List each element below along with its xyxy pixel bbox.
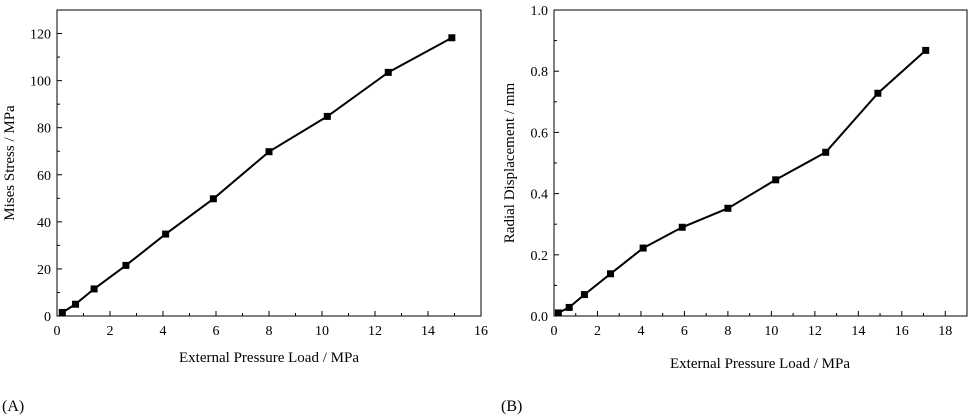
x-tick-label: 6 [213,324,220,339]
data-point [554,309,562,317]
x-tick-label: 14 [851,324,865,339]
y-tick-label: 0.0 [531,310,549,325]
x-axis-title: External Pressure Load / MPa [670,356,850,372]
panel-label: (B) [501,398,522,415]
data-point [772,176,780,184]
y-tick-label: 1.0 [531,4,549,19]
y-tick-label: 0 [44,310,51,325]
y-axis-title: Mises Stress / MPa [2,105,18,221]
data-point [122,261,130,269]
y-tick-label: 0.4 [531,188,549,203]
data-point [90,285,98,293]
data-point [448,34,456,42]
panel-b: 0 2 4 6 8 10 12 14 16 18 0.0 0.2 0.4 0.6 0.8 1.0 Extern… [501,4,968,415]
x-tick-label: 8 [724,324,731,339]
x-tick-label: 18 [938,324,952,339]
panel-a: 0 2 4 6 8 10 12 14 16 0 20 40 60 80 100 120 External Pr… [2,9,488,415]
x-tick-label: 12 [368,324,382,339]
data-point [607,270,615,278]
x-tick-label: 8 [266,324,273,339]
x-axis-title: External Pressure Load / MPa [179,350,359,366]
data-point [323,112,331,120]
data-point [639,244,647,252]
data-marks [554,46,930,317]
x-tick-label: 10 [315,324,329,339]
x-tick-label: 12 [808,324,822,339]
y-tick-label: 0.2 [531,249,549,264]
y-tick-label: 80 [37,122,51,137]
y-axis-title: Radial Displacement / mm [502,82,518,243]
y-tick-label: 60 [37,169,51,184]
data-point [209,195,217,203]
data-point [678,223,686,231]
data-point [580,291,588,299]
data-point [874,89,882,97]
y-tick-label: 0.8 [531,65,549,80]
x-tick-label: 4 [637,324,644,339]
x-tick-label: 10 [764,324,778,339]
panel-label: (A) [2,398,24,415]
axis-ticks: 0 2 4 6 8 10 12 14 16 18 0.0 0.2 0.4 0.6 0.8 1.0 [531,4,953,339]
y-tick-label: 0.6 [531,126,549,141]
data-point [72,300,80,308]
x-tick-label: 0 [54,324,61,339]
x-tick-label: 0 [551,324,558,339]
x-tick-label: 6 [681,324,688,339]
data-point [58,308,66,316]
x-tick-label: 2 [594,324,601,339]
data-point [922,46,930,54]
data-point [724,204,732,212]
y-tick-label: 120 [30,28,51,43]
data-point [265,148,273,156]
y-tick-label: 100 [30,75,51,90]
series-line [61,36,453,314]
y-tick-label: 20 [37,263,51,278]
axis-ticks: 0 2 4 6 8 10 12 14 16 0 20 40 60 80 100 120 [30,28,488,339]
x-tick-label: 16 [895,324,909,339]
y-tick-label: 40 [37,216,51,231]
x-tick-label: 4 [160,324,167,339]
data-point [384,68,392,76]
data-point [162,230,170,238]
data-point [565,303,573,311]
x-tick-label: 14 [421,324,435,339]
x-tick-label: 2 [107,324,114,339]
data-point [822,148,830,156]
data-marks [58,34,456,316]
x-tick-label: 16 [474,324,488,339]
